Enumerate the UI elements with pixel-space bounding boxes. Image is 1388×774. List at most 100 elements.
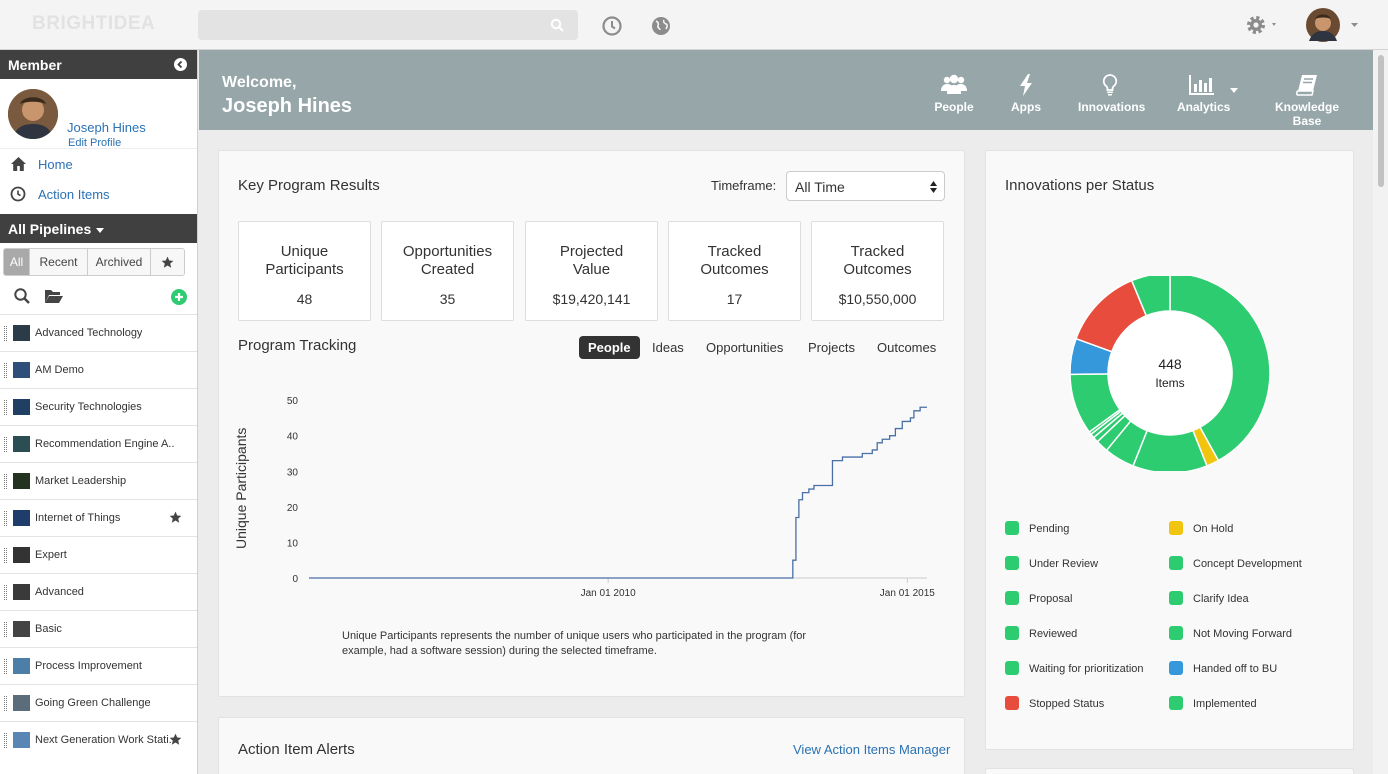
pipeline-label: Market Leadership bbox=[35, 475, 127, 487]
global-search-input[interactable] bbox=[198, 10, 578, 40]
pipeline-item[interactable]: Advanced Technology bbox=[0, 314, 197, 351]
drag-handle-icon[interactable] bbox=[4, 733, 7, 748]
analytics-caret-down-icon[interactable] bbox=[1230, 88, 1238, 94]
legend-item[interactable]: Implemented bbox=[1169, 696, 1257, 710]
pipeline-item[interactable]: Going Green Challenge bbox=[0, 684, 197, 721]
legend-item[interactable]: Proposal bbox=[1005, 591, 1072, 605]
pipeline-item[interactable]: Advanced bbox=[0, 573, 197, 610]
nav-knowledge-base[interactable]: Knowledge Base bbox=[1263, 74, 1351, 128]
kpi-tracked-outcomes-value: Tracked Outcomes $10,550,000 bbox=[811, 221, 944, 321]
x-tick-label: Jan 01 2015 bbox=[880, 588, 935, 599]
pipeline-item[interactable]: Process Improvement bbox=[0, 647, 197, 684]
pipeline-item[interactable]: Security Technologies bbox=[0, 388, 197, 425]
pipeline-item[interactable]: Expert bbox=[0, 536, 197, 573]
legend-item[interactable]: Reviewed bbox=[1005, 626, 1078, 640]
tab-outcomes[interactable]: Outcomes bbox=[877, 340, 937, 355]
tab-people[interactable]: People bbox=[579, 336, 640, 359]
profile-name-link[interactable]: Joseph Hines bbox=[67, 120, 146, 135]
y-tick-label: 10 bbox=[287, 538, 299, 549]
page-scrollbar[interactable] bbox=[1373, 50, 1388, 774]
edit-profile-link[interactable]: Edit Profile bbox=[68, 137, 122, 149]
drag-handle-icon[interactable] bbox=[4, 548, 7, 563]
pipeline-item[interactable]: Recommendation Engine A... bbox=[0, 425, 197, 462]
drag-handle-icon[interactable] bbox=[4, 474, 7, 489]
timeframe-select[interactable]: All Time bbox=[786, 171, 945, 201]
user-avatar-menu[interactable] bbox=[1306, 8, 1362, 43]
legend-swatch bbox=[1005, 556, 1019, 570]
star-icon[interactable] bbox=[169, 733, 182, 746]
drag-handle-icon[interactable] bbox=[4, 326, 7, 341]
filter-starred-button[interactable] bbox=[151, 249, 184, 275]
brightidea-logo[interactable]: BRIGHTIDEA bbox=[32, 13, 156, 34]
filter-archived-button[interactable]: Archived bbox=[88, 249, 151, 275]
pipeline-item[interactable]: Basic bbox=[0, 610, 197, 647]
kpi-label: Tracked Outcomes bbox=[843, 243, 912, 278]
history-clock-icon[interactable] bbox=[601, 15, 623, 37]
legend-item[interactable]: Under Review bbox=[1005, 556, 1098, 570]
nav-apps[interactable]: Apps bbox=[1010, 74, 1042, 114]
pipeline-thumbnail bbox=[13, 584, 30, 600]
search-pipelines-icon[interactable] bbox=[13, 287, 31, 305]
welcome-text: Welcome, bbox=[222, 74, 297, 91]
home-icon bbox=[10, 156, 27, 172]
member-section-title: Member bbox=[8, 57, 62, 73]
timeframe-value: All Time bbox=[795, 179, 845, 195]
legend-item[interactable]: Stopped Status bbox=[1005, 696, 1104, 710]
pipeline-item[interactable]: Market Leadership bbox=[0, 462, 197, 499]
tab-ideas[interactable]: Ideas bbox=[652, 340, 684, 355]
legend-item[interactable]: Clarify Idea bbox=[1169, 591, 1249, 605]
collapse-sidebar-icon[interactable] bbox=[174, 58, 187, 71]
filter-all-button[interactable]: All bbox=[4, 249, 30, 275]
drag-handle-icon[interactable] bbox=[4, 511, 7, 526]
drag-handle-icon[interactable] bbox=[4, 363, 7, 378]
legend-item[interactable]: Not Moving Forward bbox=[1169, 626, 1292, 640]
clock-icon bbox=[10, 186, 26, 202]
sidebar-item-label: Action Items bbox=[38, 187, 110, 202]
pipeline-item[interactable]: AM Demo bbox=[0, 351, 197, 388]
nav-innovations[interactable]: Innovations bbox=[1078, 74, 1145, 114]
y-tick-label: 0 bbox=[292, 574, 298, 585]
legend-swatch bbox=[1005, 696, 1019, 710]
settings-gear-icon[interactable] bbox=[1244, 13, 1280, 37]
drag-handle-icon[interactable] bbox=[4, 437, 7, 452]
donut-slice[interactable] bbox=[1130, 276, 1171, 317]
sidebar-item-action-items[interactable]: Action Items bbox=[0, 179, 197, 209]
drag-handle-icon[interactable] bbox=[4, 696, 7, 711]
nav-analytics[interactable]: Analytics bbox=[1177, 74, 1230, 114]
globe-icon[interactable] bbox=[650, 15, 672, 37]
scrollbar-thumb[interactable] bbox=[1378, 55, 1384, 187]
drag-handle-icon[interactable] bbox=[4, 659, 7, 674]
add-pipeline-icon[interactable] bbox=[171, 289, 187, 305]
pipeline-thumbnail bbox=[13, 362, 30, 378]
filter-recent-button[interactable]: Recent bbox=[30, 249, 88, 275]
nav-people[interactable]: People bbox=[932, 74, 976, 114]
tab-opportunities[interactable]: Opportunities bbox=[706, 340, 784, 355]
legend-label: Reviewed bbox=[1029, 628, 1078, 640]
status-donut-chart: 448 Items bbox=[1069, 276, 1271, 471]
kpi-value: 17 bbox=[726, 291, 743, 307]
folder-open-icon[interactable] bbox=[44, 288, 64, 304]
pipeline-label: Basic bbox=[35, 623, 62, 635]
drag-handle-icon[interactable] bbox=[4, 400, 7, 415]
legend-item[interactable]: Concept Development bbox=[1169, 556, 1302, 570]
drag-handle-icon[interactable] bbox=[4, 622, 7, 637]
top-bar: BRIGHTIDEA bbox=[0, 0, 1388, 50]
sidebar-item-home[interactable]: Home bbox=[0, 149, 197, 179]
tab-projects[interactable]: Projects bbox=[808, 340, 855, 355]
legend-item[interactable]: Handed off to BU bbox=[1169, 661, 1277, 675]
star-icon[interactable] bbox=[169, 511, 182, 524]
view-action-items-manager-link[interactable]: View Action Items Manager bbox=[793, 742, 951, 757]
drag-handle-icon[interactable] bbox=[4, 585, 7, 600]
donut-slice[interactable] bbox=[1169, 276, 1271, 462]
legend-item[interactable]: On Hold bbox=[1169, 521, 1233, 535]
legend-label: Pending bbox=[1029, 523, 1070, 535]
pipeline-label: Recommendation Engine A... bbox=[35, 438, 175, 450]
legend-item[interactable]: Waiting for prioritization bbox=[1005, 661, 1144, 675]
pipeline-item[interactable]: Next Generation Work Stati... bbox=[0, 721, 197, 758]
search-icon[interactable] bbox=[550, 18, 564, 32]
legend-swatch bbox=[1169, 696, 1183, 710]
all-pipelines-dropdown[interactable]: All Pipelines bbox=[0, 214, 197, 243]
legend-item[interactable]: Pending bbox=[1005, 521, 1070, 535]
pipeline-item[interactable]: Internet of Things bbox=[0, 499, 197, 536]
avatar[interactable] bbox=[8, 89, 58, 139]
